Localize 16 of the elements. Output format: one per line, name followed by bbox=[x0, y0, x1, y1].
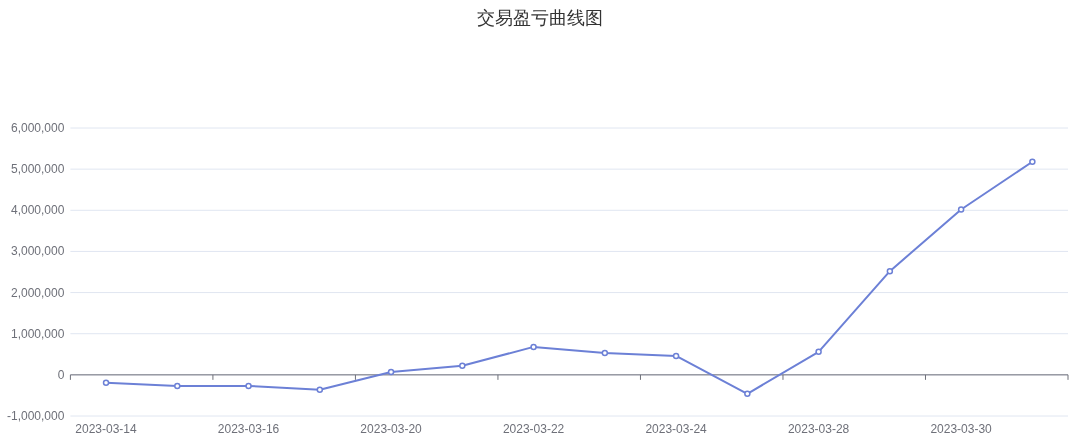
x-tick-label: 2023-03-20 bbox=[360, 422, 423, 436]
x-tick-label: 2023-03-14 bbox=[75, 422, 138, 436]
y-tick-label: 5,000,000 bbox=[11, 162, 65, 177]
chart-title: 交易盈亏曲线图 bbox=[477, 8, 603, 28]
y-tick-label: 4,000,000 bbox=[11, 203, 65, 218]
y-tick-label: -1,000,000 bbox=[7, 409, 65, 423]
y-tick-label: 1,000,000 bbox=[11, 326, 65, 341]
x-tick-label: 2023-03-28 bbox=[787, 422, 850, 436]
y-tick-label: 6,000,000 bbox=[11, 121, 65, 135]
y-tick-label: 0 bbox=[57, 367, 65, 382]
x-tick-label: 2023-03-16 bbox=[217, 422, 280, 436]
x-tick-label: 2023-03-30 bbox=[930, 422, 993, 436]
y-tick-label: 2,000,000 bbox=[11, 285, 65, 300]
y-tick-label: 3,000,000 bbox=[11, 244, 65, 259]
x-tick-label: 2023-03-22 bbox=[502, 422, 565, 436]
x-tick-label: 2023-03-24 bbox=[645, 422, 708, 436]
